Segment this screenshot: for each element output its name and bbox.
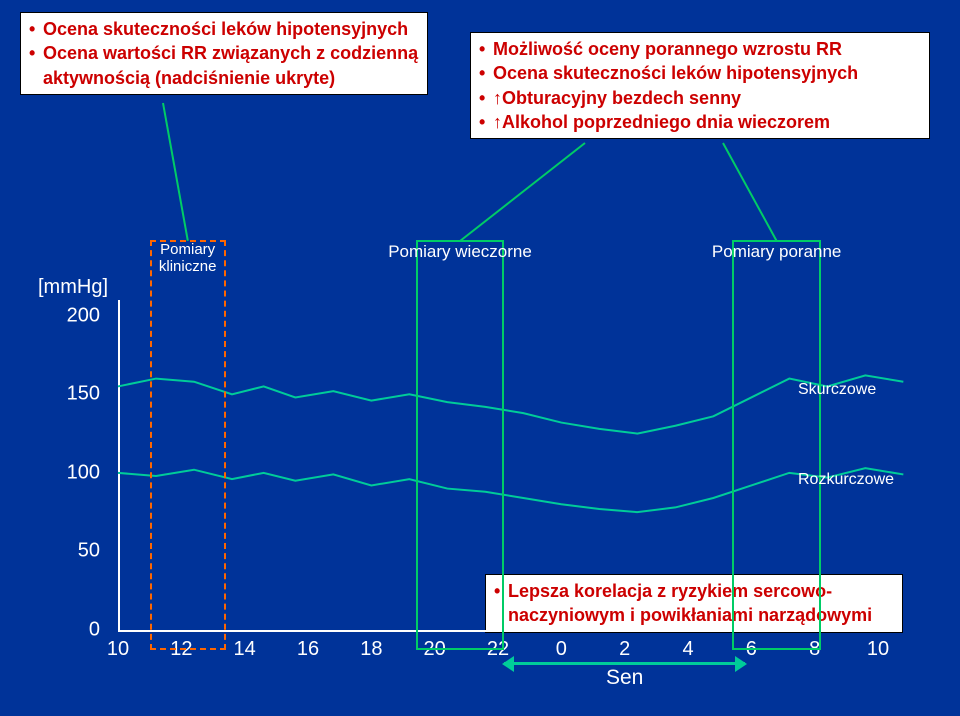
region-box [150,240,226,650]
bullet-item: • Ocena wartości RR związanych z codzien… [29,41,419,90]
callout-line [459,142,585,242]
x-tick: 18 [360,638,382,661]
region-label: Pomiary wieczorne [388,242,532,262]
x-tick: 10 [107,638,129,661]
region-box [732,240,821,650]
region-label: Pomiary poranne [712,242,841,262]
series-label: Skurczowe [798,381,876,399]
y-tick: 100 [40,461,100,484]
y-tick: 200 [40,304,100,327]
sen-arrow-left [502,656,514,672]
x-tick: 16 [297,638,319,661]
x-axis-label: Sen [606,666,643,690]
bullet-item: • Ocena skuteczności leków hipotensyjnyc… [29,17,419,41]
y-axis-label: [mmHg] [38,276,108,299]
region-box [416,240,505,650]
y-tick: 150 [40,383,100,406]
sen-bar [504,662,745,665]
y-axis: 050100150200 [38,300,118,630]
bullet-item: • ↑Obturacyjny bezdech senny [479,86,921,110]
x-tick: 0 [556,638,567,661]
region-label: Pomiary kliniczne [153,242,223,275]
x-tick: 14 [234,638,256,661]
x-tick: 2 [619,638,630,661]
bullet-item: • Możliwość oceny porannego wzrostu RR [479,37,921,61]
callout-line [722,143,777,242]
sen-arrow-right [735,656,747,672]
chart: [mmHg] 050100150200 10121416182022024681… [38,300,918,680]
y-tick: 50 [40,540,100,563]
x-tick: 4 [682,638,693,661]
y-tick: 0 [40,619,100,642]
textbox-right: • Możliwość oceny porannego wzrostu RR• … [470,32,930,139]
x-tick: 10 [867,638,889,661]
bullet-item: • ↑Alkohol poprzedniego dnia wieczorem [479,110,921,134]
series-label: Rozkurczowe [798,471,894,489]
bullet-item: • Ocena skuteczności leków hipotensyjnyc… [479,61,921,85]
textbox-left: • Ocena skuteczności leków hipotensyjnyc… [20,12,428,95]
callout-line [162,103,189,241]
